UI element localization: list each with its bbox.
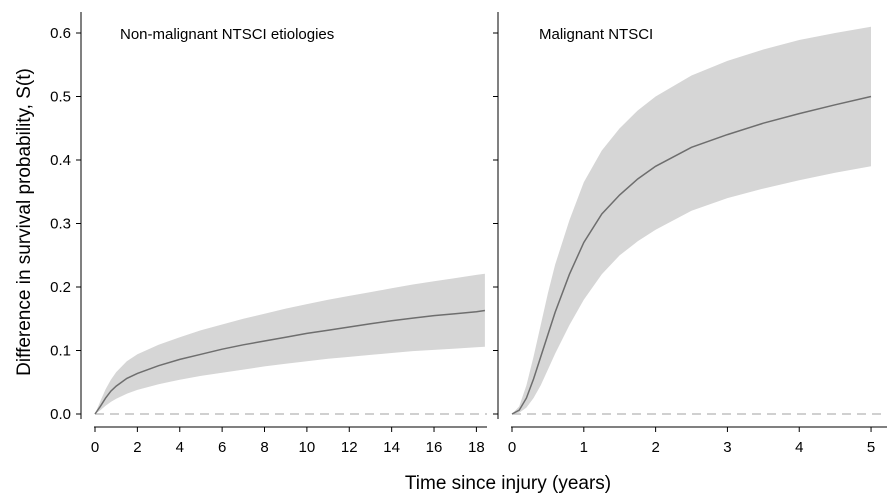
y-tick-label: 0.6	[50, 25, 71, 42]
x-tick-label: 12	[341, 439, 358, 456]
y-tick-label: 0.5	[50, 89, 71, 106]
x-tick-label: 14	[383, 439, 400, 456]
confidence-band	[512, 26, 871, 414]
survival-difference-line	[511, 95, 872, 415]
x-tick-label: 2	[133, 439, 141, 456]
y-tick-label: 0.4	[50, 152, 71, 169]
panel-1: 0.0 0.1 0.2 0.3 0.4 0.5 0.6 0 2 4 6 8 10 12 14 16 18 Non-…	[50, 12, 487, 456]
x-tick-label: 5	[867, 439, 875, 456]
panel-2: 0 1 2 3 4 5 Malignant NTSCI	[493, 12, 887, 456]
x-tick-label: 8	[260, 439, 268, 456]
x-tick-label: 4	[795, 439, 803, 456]
x-tick-label: 16	[426, 439, 443, 456]
x-tick-label: 2	[651, 439, 659, 456]
survival-difference-line	[94, 309, 486, 415]
y-tick-label: 0.1	[50, 343, 71, 360]
x-tick-label: 0	[91, 439, 99, 456]
x-tick-label: 0	[508, 439, 516, 456]
x-tick-label: 4	[176, 439, 184, 456]
panel-2-title: Malignant NTSCI	[539, 26, 653, 43]
y-axis-title: Difference in survival probability, S(t)	[14, 68, 35, 376]
x-tick-label: 10	[299, 439, 316, 456]
panel-1-title: Non-malignant NTSCI etiologies	[120, 26, 334, 43]
x-tick-label: 3	[723, 439, 731, 456]
x-tick-label: 18	[468, 439, 485, 456]
y-tick-label: 0.2	[50, 279, 71, 296]
x-axis-title: Time since injury (years)	[405, 473, 611, 494]
panels-layer: 0.00.10.20.30.40.50.60 2 4 6 8 10 12 14 16 18Non-…	[50, 12, 887, 456]
confidence-band	[95, 273, 485, 414]
y-tick-label: 0.0	[50, 406, 71, 423]
x-tick-label: 1	[580, 439, 588, 456]
y-tick-label: 0.3	[50, 216, 71, 233]
x-tick-label: 6	[218, 439, 226, 456]
